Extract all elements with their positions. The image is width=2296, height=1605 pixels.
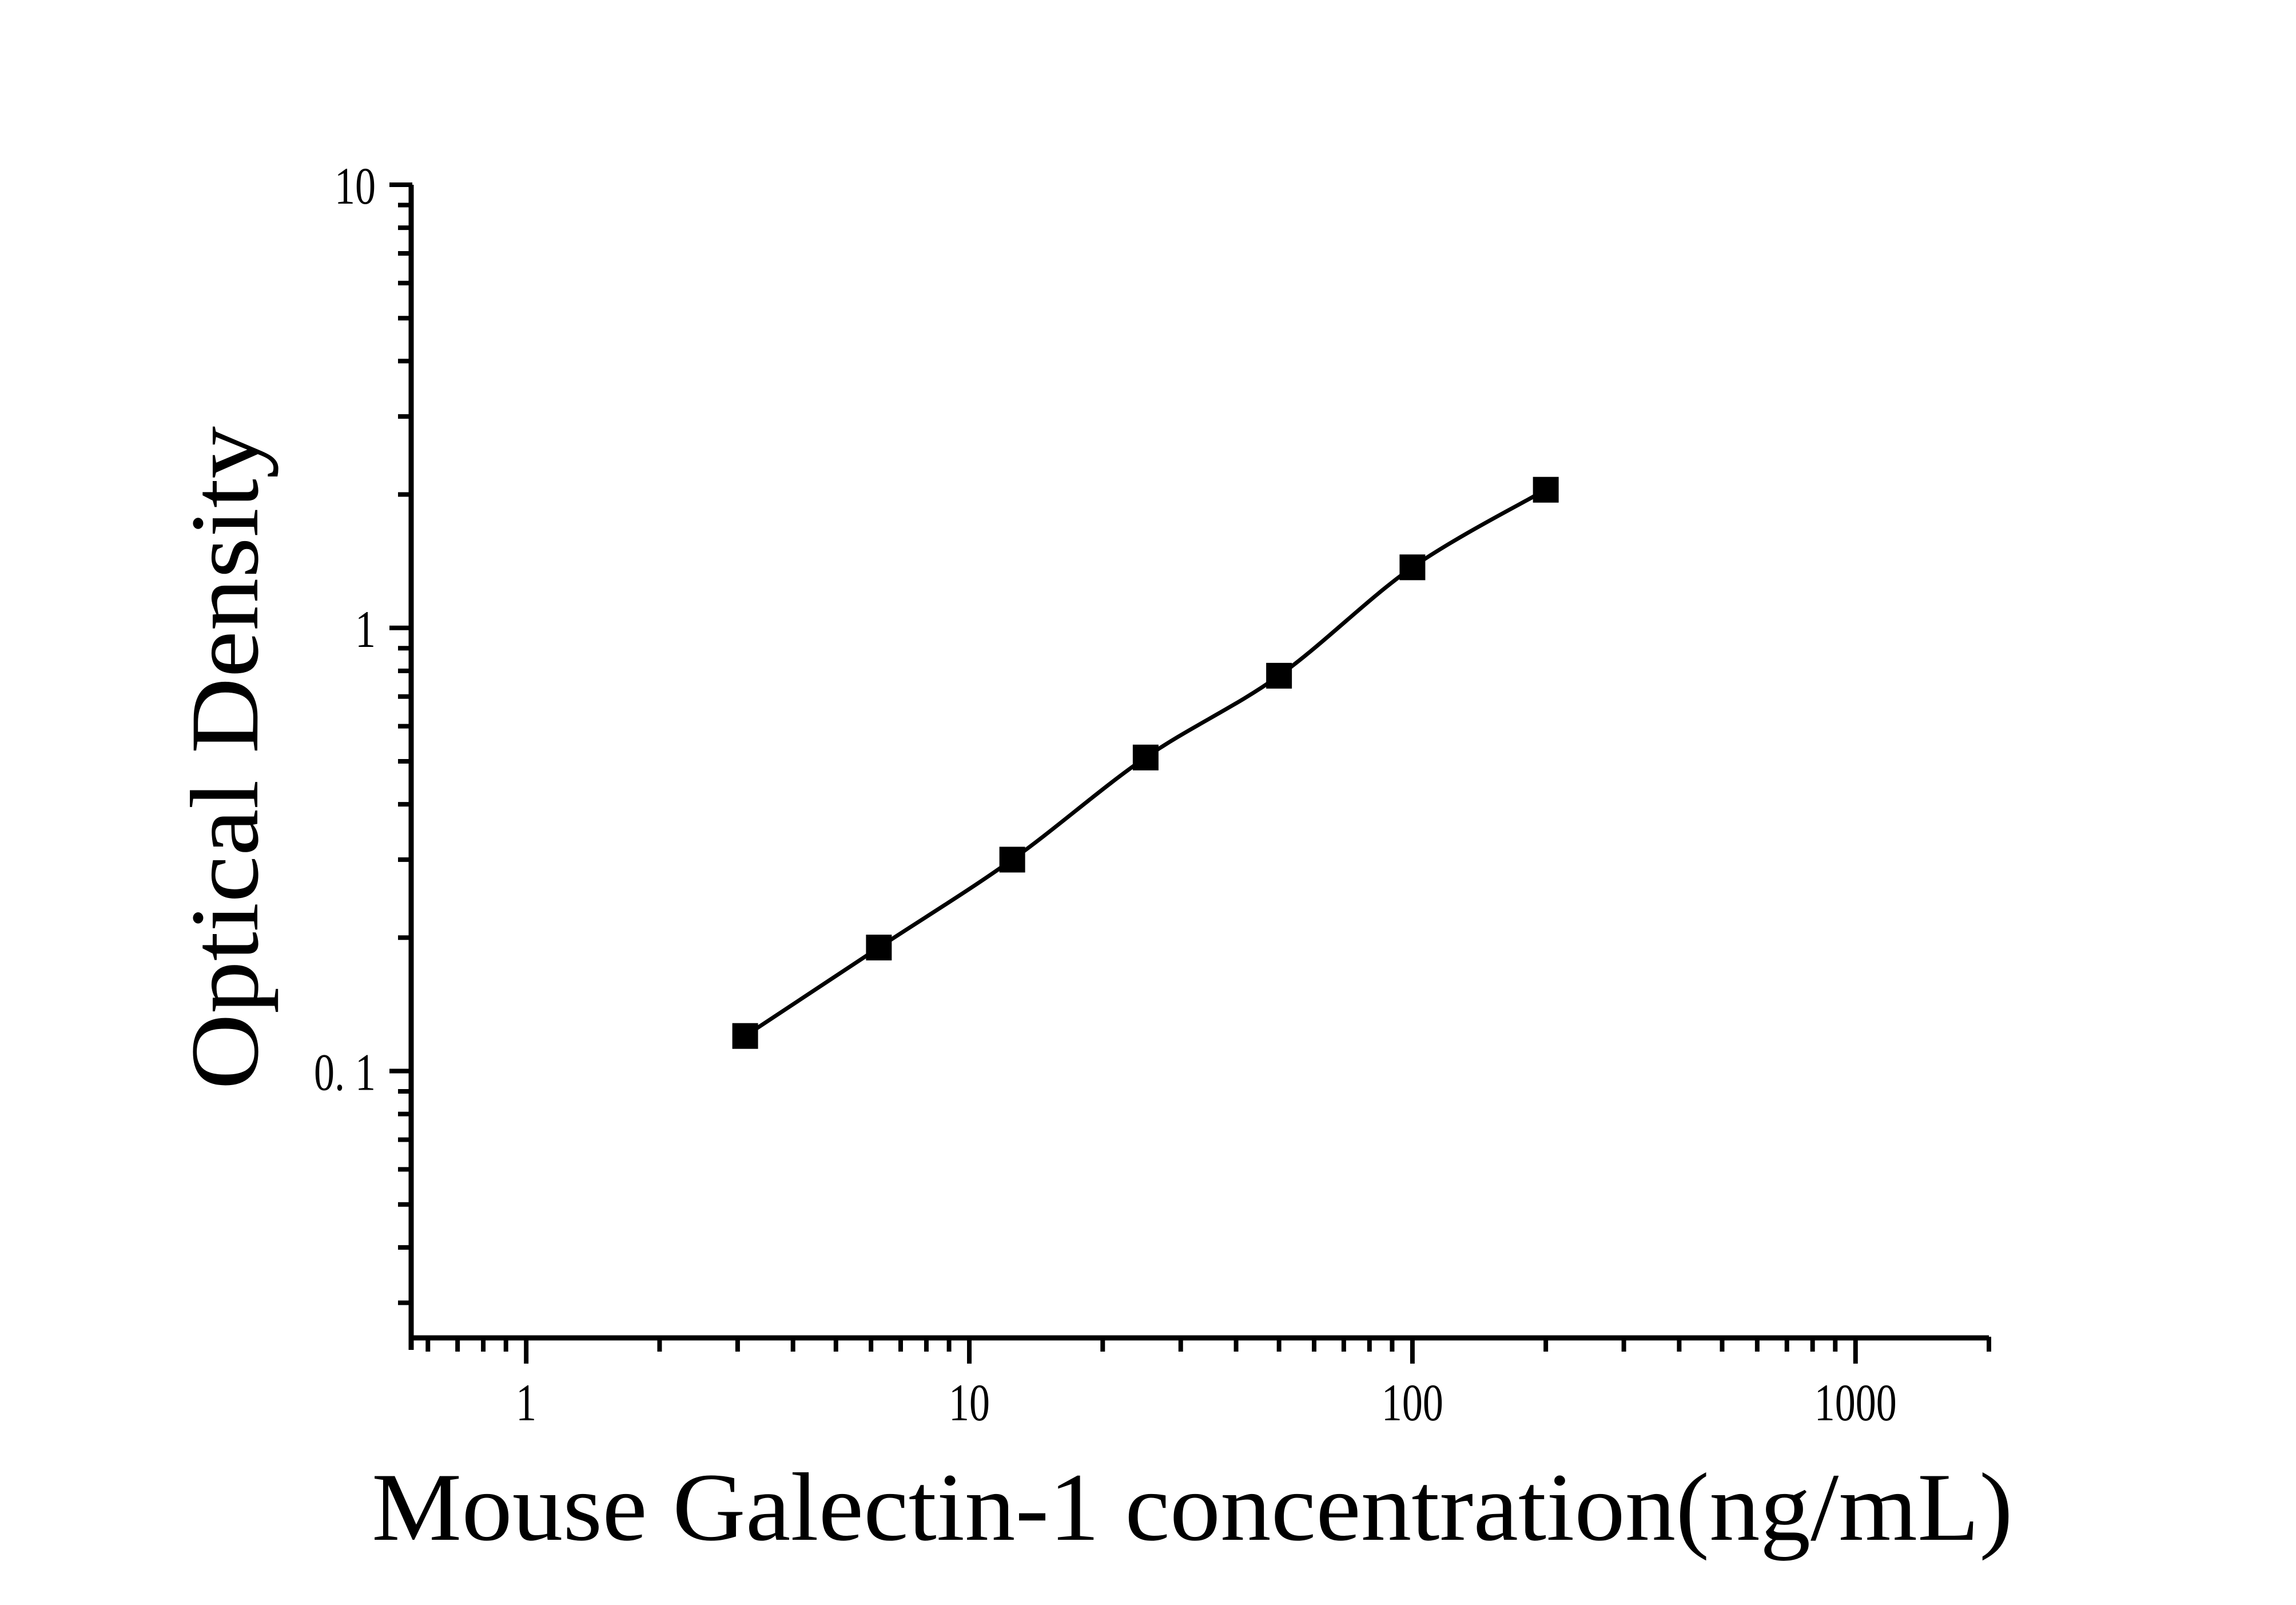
data-point-marker bbox=[1132, 744, 1159, 770]
data-point-marker bbox=[866, 935, 892, 961]
data-point-marker bbox=[1266, 662, 1292, 689]
x-axis-tick-label: 100 bbox=[1382, 1373, 1443, 1432]
data-layer bbox=[732, 476, 1559, 1049]
data-point-marker bbox=[1399, 554, 1426, 581]
data-point-marker bbox=[999, 847, 1025, 873]
y-axis-tick-label: 1 bbox=[355, 600, 376, 658]
y-axis-title: Optical Density bbox=[171, 426, 278, 1090]
x-axis-tick-label: 1000 bbox=[1814, 1373, 1897, 1432]
x-axis-tick-label: 1 bbox=[516, 1373, 536, 1432]
data-point-marker bbox=[1533, 476, 1559, 503]
x-axis-tick-label: 10 bbox=[949, 1373, 990, 1432]
data-point-marker bbox=[732, 1023, 758, 1049]
axes-layer: 10 1 0. 1 1 10 100 1000 bbox=[314, 157, 1991, 1432]
y-axis-tick-label: 0. 1 bbox=[314, 1043, 376, 1102]
y-axis-tick-label: 10 bbox=[335, 157, 376, 215]
x-axis-title: Mouse Galectin-1 concentration(ng/mL) bbox=[372, 1453, 2013, 1561]
